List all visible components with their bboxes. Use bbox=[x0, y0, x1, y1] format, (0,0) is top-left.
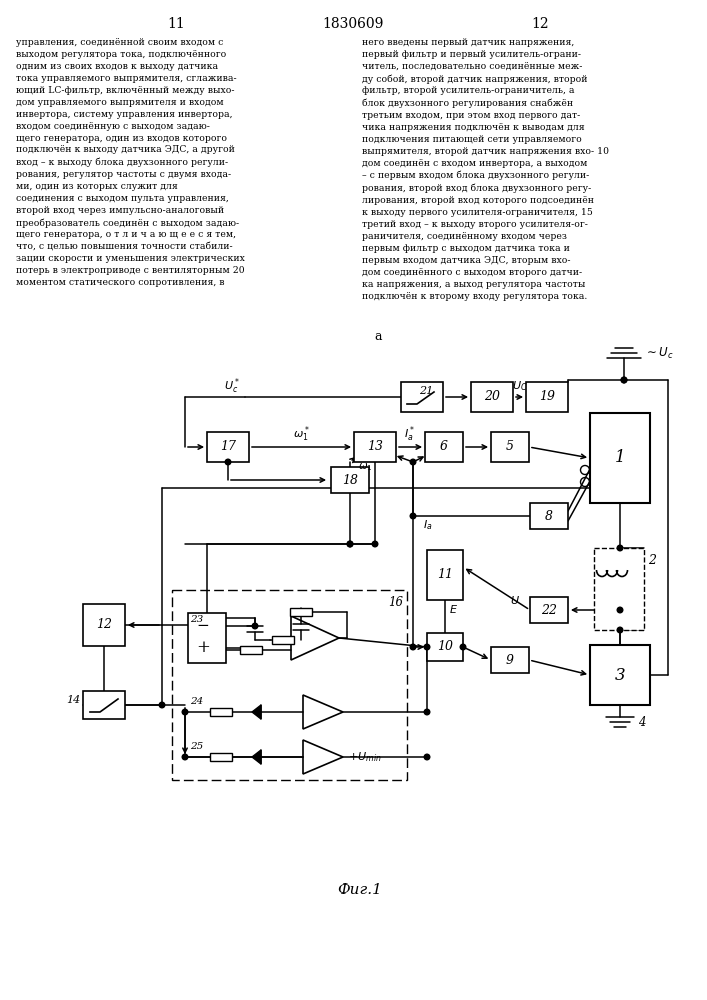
Circle shape bbox=[182, 709, 188, 715]
Bar bbox=[210, 708, 232, 716]
Circle shape bbox=[617, 607, 623, 613]
Text: 1: 1 bbox=[614, 450, 625, 466]
Circle shape bbox=[347, 541, 353, 547]
Bar bbox=[471, 382, 513, 412]
Text: 5: 5 bbox=[506, 440, 514, 454]
Circle shape bbox=[252, 623, 258, 629]
Text: него введены первый датчик напряжения,
первый фильтр и первый усилитель-ограни-
: него введены первый датчик напряжения, п… bbox=[362, 38, 609, 301]
Text: $\sim U_c$: $\sim U_c$ bbox=[644, 345, 674, 361]
Text: 11: 11 bbox=[167, 17, 185, 31]
Circle shape bbox=[617, 545, 623, 551]
Circle shape bbox=[347, 541, 353, 547]
Bar bbox=[427, 550, 463, 600]
Text: Фиг.1: Фиг.1 bbox=[337, 883, 382, 897]
Text: 18: 18 bbox=[342, 474, 358, 487]
Text: $I_a^*$: $I_a^*$ bbox=[404, 424, 415, 444]
Bar bbox=[590, 413, 650, 503]
Bar bbox=[590, 645, 650, 705]
Bar bbox=[331, 467, 369, 493]
Bar bbox=[594, 548, 644, 630]
Text: 2: 2 bbox=[648, 554, 656, 567]
Circle shape bbox=[424, 754, 430, 760]
Bar bbox=[290, 608, 312, 616]
Circle shape bbox=[424, 709, 430, 715]
Bar bbox=[425, 432, 463, 462]
Text: 20: 20 bbox=[484, 390, 500, 403]
Text: $\omega_1$: $\omega_1$ bbox=[358, 461, 373, 473]
Text: 25: 25 bbox=[190, 742, 203, 751]
Text: 9: 9 bbox=[506, 654, 514, 666]
Text: 16: 16 bbox=[388, 596, 403, 609]
Circle shape bbox=[410, 459, 416, 465]
Text: 14: 14 bbox=[66, 695, 80, 705]
Bar bbox=[401, 382, 443, 412]
Circle shape bbox=[159, 702, 165, 708]
Text: $E$: $E$ bbox=[449, 603, 458, 615]
Circle shape bbox=[226, 459, 230, 465]
Text: $U_c^*$: $U_c^*$ bbox=[224, 376, 240, 396]
Text: 3: 3 bbox=[614, 666, 625, 684]
Text: 22: 22 bbox=[541, 603, 557, 616]
Text: 21: 21 bbox=[419, 386, 433, 396]
Bar bbox=[272, 636, 294, 644]
Text: 12: 12 bbox=[531, 17, 549, 31]
Bar bbox=[530, 503, 568, 529]
Circle shape bbox=[410, 644, 416, 650]
Text: 23: 23 bbox=[190, 615, 203, 624]
Circle shape bbox=[372, 541, 378, 547]
Text: +: + bbox=[196, 640, 210, 656]
Circle shape bbox=[460, 644, 466, 650]
Circle shape bbox=[621, 377, 627, 383]
Circle shape bbox=[621, 377, 627, 383]
Text: 24: 24 bbox=[190, 697, 203, 706]
Bar bbox=[427, 633, 463, 661]
Bar bbox=[210, 753, 232, 761]
Circle shape bbox=[410, 513, 416, 519]
Text: 4: 4 bbox=[638, 716, 645, 728]
Text: 17: 17 bbox=[220, 440, 236, 454]
Text: управления, соединённой своим входом с
выходом регулятора тока, подключённого
од: управления, соединённой своим входом с в… bbox=[16, 38, 245, 287]
Text: $U$: $U$ bbox=[510, 594, 520, 606]
Text: 13: 13 bbox=[367, 440, 383, 454]
Circle shape bbox=[424, 644, 430, 650]
Text: 1830609: 1830609 bbox=[322, 17, 384, 31]
Circle shape bbox=[617, 627, 623, 633]
Bar bbox=[207, 432, 249, 462]
Polygon shape bbox=[252, 705, 261, 719]
Bar bbox=[172, 590, 407, 780]
Text: 8: 8 bbox=[545, 510, 553, 522]
Bar bbox=[526, 382, 568, 412]
Bar bbox=[83, 604, 125, 646]
Bar bbox=[83, 691, 125, 719]
Polygon shape bbox=[252, 750, 261, 764]
Bar bbox=[188, 613, 226, 663]
Bar bbox=[354, 432, 396, 462]
Text: $U_C$: $U_C$ bbox=[512, 379, 527, 393]
Text: а: а bbox=[374, 330, 382, 344]
Text: $I_a$: $I_a$ bbox=[423, 518, 433, 532]
Text: 19: 19 bbox=[539, 390, 555, 403]
Bar bbox=[530, 597, 568, 623]
Text: $\omega_1^*$: $\omega_1^*$ bbox=[293, 424, 310, 444]
Text: 11: 11 bbox=[437, 568, 453, 582]
Bar bbox=[491, 432, 529, 462]
Bar bbox=[240, 646, 262, 654]
Bar bbox=[491, 647, 529, 673]
Text: 6: 6 bbox=[440, 440, 448, 454]
Text: $+U_{min}$: $+U_{min}$ bbox=[348, 750, 382, 764]
Circle shape bbox=[182, 754, 188, 760]
Text: −: − bbox=[197, 619, 209, 633]
Text: 10: 10 bbox=[437, 641, 453, 654]
Text: 12: 12 bbox=[96, 618, 112, 632]
